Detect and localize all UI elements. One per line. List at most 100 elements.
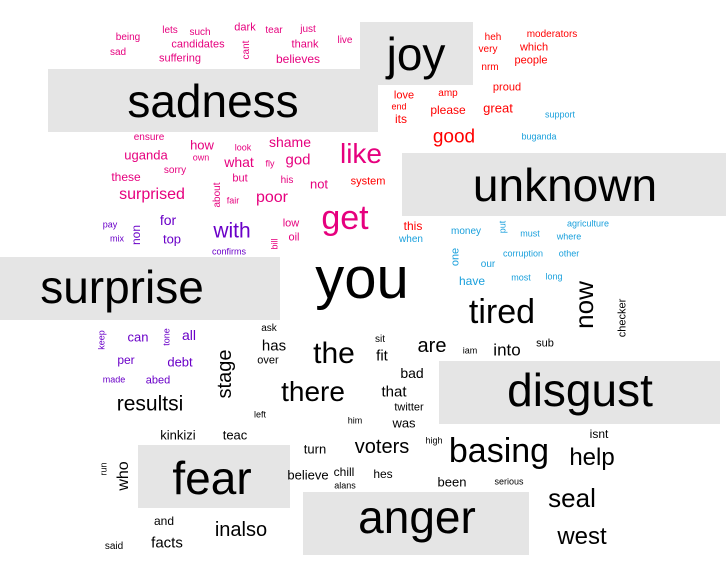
word-neutral-and: and — [153, 514, 175, 528]
word-neutral-inalso: inalso — [214, 519, 268, 541]
word-sadness-sad: sad — [109, 47, 127, 58]
word-sadness-about: about — [212, 182, 223, 208]
word-unknown-where: where — [556, 231, 582, 242]
word-sadness-dark: dark — [234, 21, 256, 34]
word-neutral-run: run — [98, 462, 109, 476]
word-sadness-suffering: suffering — [159, 52, 201, 65]
word-neutral-been: been — [437, 474, 467, 490]
word-unknown-agriculture: agriculture — [566, 218, 610, 229]
word-neutral-that: that — [381, 383, 407, 401]
category-label-fear: fear — [172, 452, 252, 504]
word-neutral-checker: checker — [616, 298, 629, 338]
word-surprise-top: top — [162, 231, 182, 247]
word-sadness-uganda: uganda — [124, 147, 168, 163]
word-sadness-believes: believes — [275, 52, 321, 66]
word-unknown-put: put — [497, 220, 508, 234]
word-sadness-just: just — [300, 24, 316, 35]
word-joy-good: good — [432, 126, 476, 148]
word-unknown-one: one — [449, 247, 462, 267]
word-sadness-thank: thank — [291, 38, 319, 51]
word-sadness-fair: fair — [226, 195, 240, 206]
category-box-unknown — [402, 153, 726, 216]
word-unknown-other: other — [558, 248, 580, 259]
word-neutral-now: now — [569, 281, 599, 329]
word-surprise-debt: debt — [167, 354, 193, 370]
category-box-fear — [138, 445, 290, 508]
word-surprise-non: non — [129, 224, 143, 246]
word-neutral-voters: voters — [354, 436, 410, 458]
word-unknown-money: money — [450, 226, 482, 237]
word-sadness-oil: oil — [288, 231, 300, 244]
category-box-disgust — [439, 361, 720, 424]
word-neutral-said: said — [104, 541, 124, 552]
word-sadness-cant: cant — [241, 40, 252, 60]
category-box-joy — [360, 22, 473, 85]
word-surprise-keep: keep — [96, 330, 107, 350]
word-sadness-not: not — [309, 176, 329, 192]
word-unknown-have: have — [458, 274, 486, 288]
word-unknown-must: must — [520, 228, 540, 239]
word-joy-people: people — [514, 54, 548, 67]
word-neutral-are: are — [417, 335, 447, 357]
word-neutral-alans: alans — [334, 480, 356, 491]
word-surprise-confirms: confirms — [211, 246, 247, 257]
word-joy-love: love — [393, 89, 415, 102]
word-neutral-has: has — [261, 337, 287, 355]
word-neutral-teac: teac — [222, 427, 248, 443]
word-sadness-how: how — [190, 137, 214, 153]
word-neutral-you: you — [315, 246, 409, 311]
word-surprise-with: with — [213, 219, 251, 243]
word-neutral-believe: believe — [287, 467, 329, 483]
word-neutral-seal: seal — [548, 483, 596, 513]
word-sadness-tear: tear — [265, 25, 283, 36]
word-sadness-live: live — [337, 35, 353, 46]
word-sadness-lets: lets — [162, 25, 178, 36]
word-sadness-being: being — [115, 32, 141, 43]
category-box-anger — [303, 492, 529, 555]
word-unknown-most: most — [511, 272, 531, 283]
category-label-joy: joy — [386, 28, 446, 80]
word-neutral-bad: bad — [400, 365, 424, 381]
word-sadness-his: his — [280, 175, 294, 186]
word-neutral-iam: iam — [462, 345, 478, 356]
word-joy-end: end — [391, 101, 407, 112]
word-sadness-look: look — [234, 142, 252, 153]
word-unknown-long: long — [545, 271, 563, 282]
word-surprise-tone: tone — [161, 328, 172, 346]
word-sadness-but: but — [232, 172, 248, 185]
word-sadness-these: these — [111, 170, 141, 184]
word-sadness-surprised: surprised — [119, 186, 185, 203]
word-surprise-can: can — [127, 329, 149, 345]
word-unknown-our: our — [480, 259, 496, 270]
word-sadness-shame: shame — [268, 134, 312, 150]
word-surprise-made: made — [102, 374, 126, 385]
word-neutral-over: over — [257, 354, 279, 367]
category-label-anger: anger — [358, 491, 476, 543]
word-neutral-hes: hes — [373, 467, 393, 481]
word-sadness-sorry: sorry — [163, 165, 187, 176]
word-neutral-sit: sit — [375, 334, 385, 345]
word-joy-very: very — [478, 44, 498, 55]
word-neutral-was: was — [392, 415, 416, 431]
word-surprise-all: all — [181, 327, 197, 343]
word-joy-please: please — [430, 103, 466, 117]
word-neutral-facts: facts — [151, 534, 183, 552]
word-unknown-support: support — [544, 109, 576, 120]
word-sadness-poor: poor — [255, 189, 289, 206]
word-neutral-him: him — [347, 415, 363, 426]
word-neutral-serious: serious — [494, 476, 524, 487]
word-sadness-like: like — [339, 138, 383, 169]
word-sadness-what: what — [224, 154, 254, 170]
word-neutral-left: left — [253, 409, 267, 420]
word-neutral-there: there — [281, 376, 345, 407]
word-sadness-candidates: candidates — [171, 38, 225, 51]
word-neutral-high: high — [425, 435, 443, 446]
word-joy-which: which — [519, 41, 549, 54]
word-neutral-resultsi: resultsi — [116, 392, 184, 416]
word-surprise-for: for — [159, 212, 177, 228]
word-neutral-turn: turn — [303, 441, 327, 457]
word-unknown-corruption: corruption — [502, 248, 544, 259]
word-sadness-fly: fly — [265, 158, 275, 169]
word-surprise-pay: pay — [102, 219, 118, 230]
